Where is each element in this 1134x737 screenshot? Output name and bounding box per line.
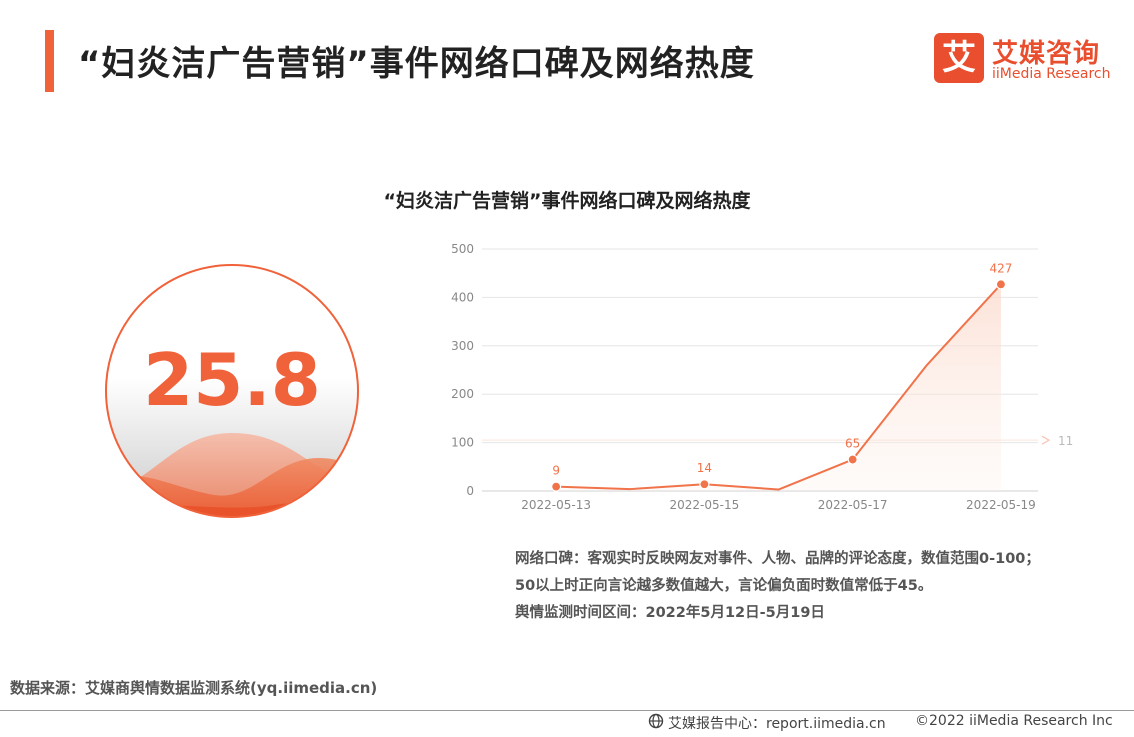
- chart-notes: 网络口碑：客观实时反映网友对事件、人物、品牌的评论态度，数值范围0-100； 5…: [515, 546, 1040, 627]
- data-point: [995, 279, 1007, 290]
- series-area: [556, 284, 1001, 491]
- heat-line-chart: 0 100 200 300 400 500 2022-05-13 2022-05-15 2022…: [451, 242, 1073, 512]
- title-accent-bar: [45, 30, 54, 92]
- reference-arrow-icon: [1041, 435, 1051, 445]
- note-line-2: 50以上时正向言论越多数值越大，言论偏负面时数值常低于45。: [515, 578, 933, 594]
- y-tick-label: 500: [451, 242, 474, 256]
- logo-name-en: iiMedia Research: [992, 66, 1111, 82]
- data-point: [699, 479, 710, 490]
- iimedia-logo: 艾 艾媒咨询 iiMedia Research: [934, 33, 1112, 85]
- x-tick-label: 2022-05-15: [670, 498, 740, 512]
- x-tick-label: 2022-05-13: [521, 498, 591, 512]
- x-tick-label: 2022-05-17: [818, 498, 888, 512]
- footer-report-center: 艾媒报告中心：report.iimedia.cn: [648, 713, 886, 733]
- y-tick-label: 400: [451, 290, 474, 304]
- data-label: 427: [989, 261, 1012, 275]
- note-line-1: 网络口碑：客观实时反映网友对事件、人物、品牌的评论态度，数值范围0-100；: [515, 551, 1040, 567]
- data-label: 65: [845, 437, 860, 451]
- logo-name-cn: 艾媒咨询: [992, 39, 1101, 69]
- chart-title: “妇炎洁广告营销”事件网络口碑及网络热度: [383, 190, 751, 212]
- y-tick-label: 300: [451, 339, 474, 353]
- note-line-3: 舆情监测时间区间：2022年5月12日-5月19日: [515, 605, 825, 621]
- globe-icon: [648, 713, 664, 733]
- y-tick-label: 200: [451, 387, 474, 401]
- data-point: [551, 481, 562, 492]
- footer-copyright: ©2022 iiMedia Research Inc: [915, 713, 1113, 729]
- x-tick-label: 2022-05-19: [966, 498, 1036, 512]
- reputation-score-value: 25.8: [143, 338, 321, 422]
- y-tick-label: 0: [466, 484, 474, 498]
- logo-mark: 艾: [934, 33, 984, 83]
- data-label: 9: [552, 464, 560, 478]
- y-tick-label: 100: [451, 436, 474, 450]
- data-source: 数据来源：艾媒商舆情数据监测系统(yq.iimedia.cn): [10, 679, 378, 697]
- report-center-text: 艾媒报告中心：report.iimedia.cn: [668, 716, 886, 732]
- footer-divider: [0, 710, 1134, 711]
- score-circle-graphic: [105, 264, 359, 518]
- page-title: “妇炎洁广告营销”事件网络口碑及网络热度: [78, 44, 755, 84]
- reputation-score-gauge: 25.8: [104, 263, 360, 519]
- data-label: 14: [697, 461, 712, 475]
- data-point: [847, 454, 858, 465]
- reference-value-label: 11: [1058, 434, 1073, 448]
- series-line: [556, 283, 1002, 491]
